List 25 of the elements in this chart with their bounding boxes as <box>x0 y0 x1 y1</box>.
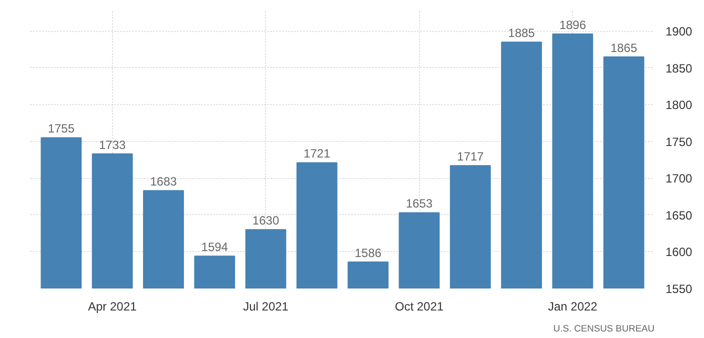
y-tick-label: 1800 <box>666 98 693 112</box>
x-tick-label: Jul 2021 <box>243 300 289 314</box>
data-label: 1896 <box>559 18 586 32</box>
x-tick-label: Oct 2021 <box>394 300 444 314</box>
text: U.S. CENSUS BUREAU <box>553 324 655 334</box>
y-tick-label: 1900 <box>666 24 693 39</box>
data-label: 1594 <box>201 240 228 254</box>
data-label: 1717 <box>457 150 484 164</box>
y-tick-label: 1650 <box>666 208 693 222</box>
y-tick-label: 1750 <box>666 134 693 149</box>
data-label: 1586 <box>354 246 382 260</box>
y-tick-label: 1550 <box>666 282 693 296</box>
y-tick-label: 1850 <box>666 61 693 76</box>
x-tick-label: Jan 2022 <box>548 300 598 314</box>
data-label: 1721 <box>304 146 331 161</box>
y-tick-label: 1700 <box>666 172 693 186</box>
y-tick-label: 1600 <box>666 245 693 260</box>
data-label: 1733 <box>98 138 126 152</box>
data-label: 1865 <box>610 40 638 55</box>
data-label: 1653 <box>406 196 433 211</box>
data-label: 1885 <box>508 26 536 40</box>
data-label: 1630 <box>252 214 280 228</box>
data-label: 1683 <box>150 174 178 189</box>
x-tick-label: Apr 2021 <box>88 300 138 314</box>
data-label: 1755 <box>48 122 75 136</box>
